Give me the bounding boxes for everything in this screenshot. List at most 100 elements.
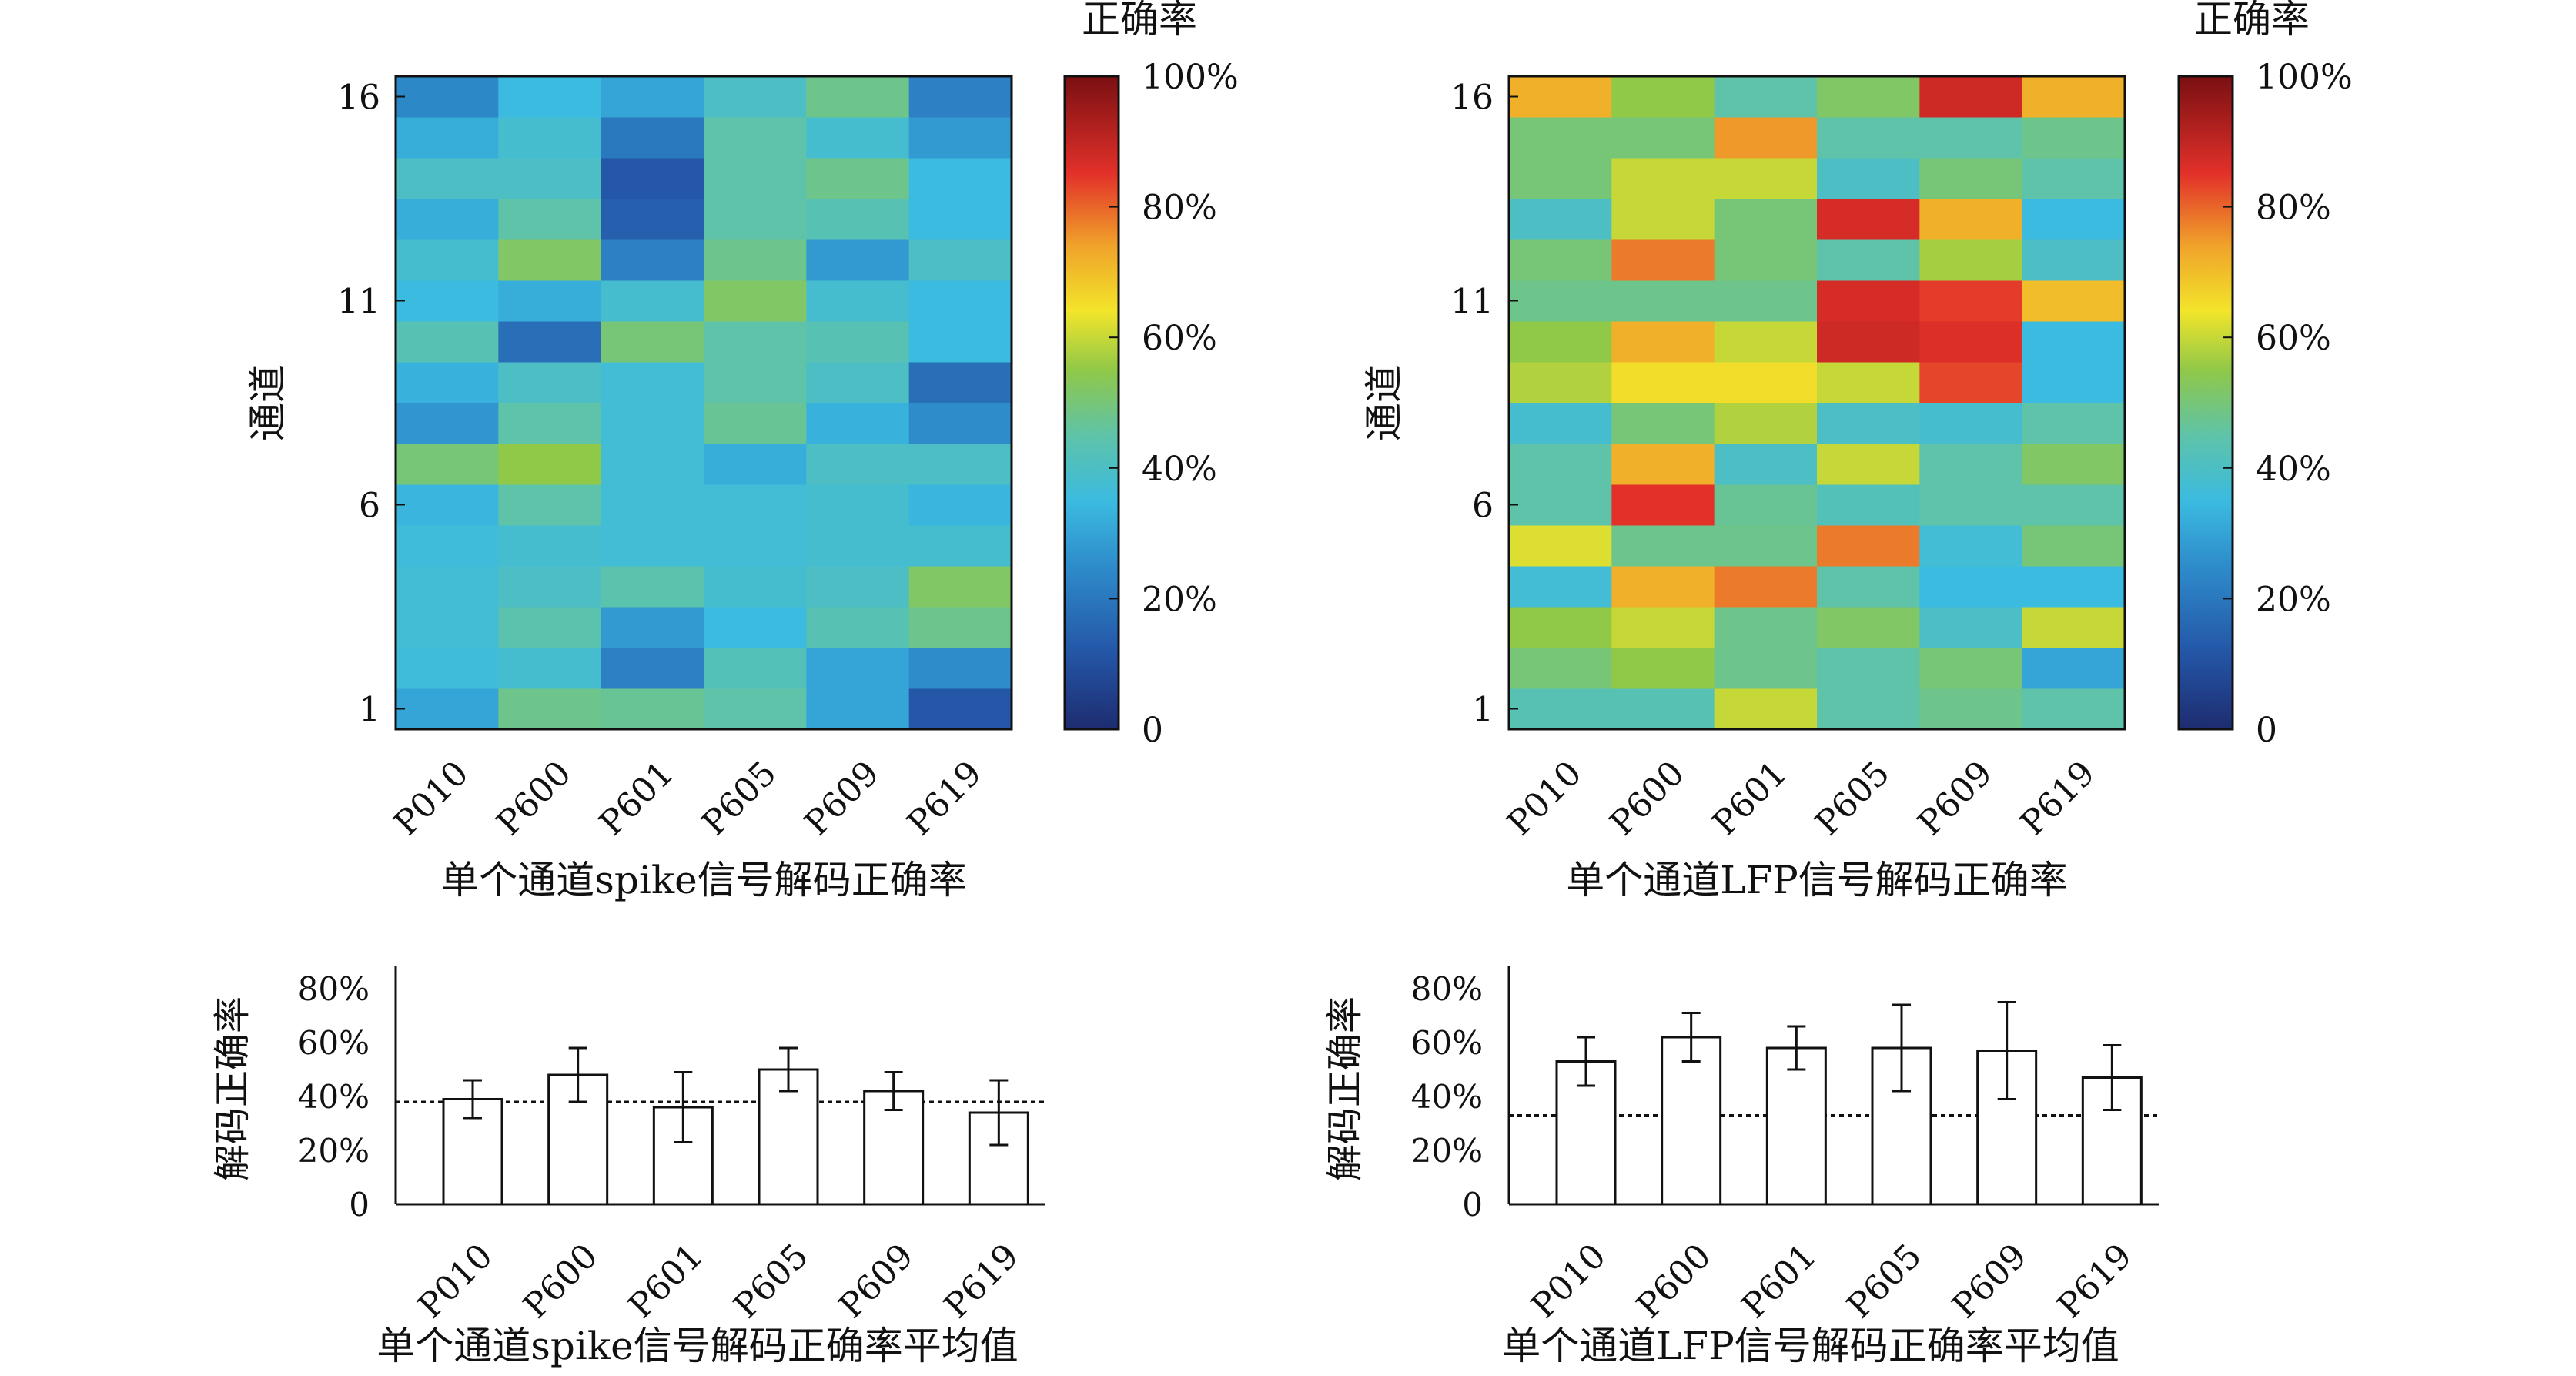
heatmap-cell xyxy=(1919,648,2023,689)
colorbar-title: 正确率 xyxy=(1082,0,1197,42)
y-tick-label: 6 xyxy=(359,487,380,526)
colorbar-tick-label: 40% xyxy=(2256,450,2331,489)
colorbar xyxy=(2177,75,2234,731)
heatmap-cell xyxy=(806,321,910,363)
heatmap-cell xyxy=(601,76,704,118)
heatmap-cell xyxy=(2022,239,2126,281)
heatmap-cell xyxy=(1817,199,1920,240)
y-axis-label: 通道 xyxy=(246,364,290,441)
heatmap-cell xyxy=(704,362,807,403)
x-tick-label: P609 xyxy=(1945,1237,2034,1326)
heatmap-cell xyxy=(498,76,602,118)
x-tick-label: P605 xyxy=(1839,1237,1929,1326)
heatmap-cell xyxy=(396,525,499,567)
x-tick-label: P605 xyxy=(1808,754,1897,843)
heatmap-cell xyxy=(806,484,910,526)
heatmap-cell xyxy=(704,484,807,526)
heatmap-cell xyxy=(1817,484,1920,526)
heatmap-cell xyxy=(1919,199,2023,240)
heatmap-cell xyxy=(601,403,704,444)
x-tick-label: P601 xyxy=(1735,1237,1824,1326)
heatmap-cell xyxy=(1919,158,2023,199)
heatmap-cell xyxy=(1817,362,1920,403)
colorbar-tick-label: 40% xyxy=(1142,450,1217,489)
heatmap-cell xyxy=(601,239,704,281)
heatmap-cell xyxy=(2022,280,2126,322)
heatmap-cell xyxy=(1714,117,1818,159)
heatmap-cell xyxy=(601,362,704,403)
x-axis-label: 单个通道LFP信号解码正确率平均值 xyxy=(1502,1324,2119,1368)
heatmap-cell xyxy=(601,484,704,526)
heatmap-cell xyxy=(1919,403,2023,444)
y-tick-label: 1 xyxy=(1472,691,1494,730)
y-tick-label: 1 xyxy=(359,691,380,730)
heatmap-cell xyxy=(908,566,1012,608)
heatmap-cell xyxy=(498,444,602,485)
x-axis-label: 单个通道LFP信号解码正确率 xyxy=(1566,858,2068,902)
heatmap-cell xyxy=(704,117,807,159)
heatmap-cell xyxy=(1714,484,1818,526)
heatmap-cell xyxy=(396,607,499,648)
heatmap-cell xyxy=(601,117,704,159)
heatmap-cell xyxy=(1611,76,1715,118)
heatmap-cell xyxy=(1714,525,1818,567)
heatmap-cell xyxy=(704,444,807,485)
y-tick-label: 60% xyxy=(1411,1024,1483,1062)
y-axis-label: 解码正确率 xyxy=(1323,996,1367,1181)
heatmap-cell xyxy=(1817,607,1920,648)
heatmap-cell xyxy=(396,688,499,730)
heatmap-cell xyxy=(601,158,704,199)
x-tick-label: P010 xyxy=(386,754,476,843)
heatmap-cell xyxy=(1611,484,1715,526)
heatmap-cell xyxy=(2022,525,2126,567)
heatmap-cell xyxy=(1509,403,1612,444)
y-tick-label: 80% xyxy=(1411,970,1483,1008)
heatmap-cell xyxy=(498,403,602,444)
heatmap-cell xyxy=(2022,76,2126,118)
x-tick-label: P609 xyxy=(797,754,886,843)
heatmap-cell xyxy=(1817,117,1920,159)
heatmap-cell xyxy=(498,321,602,363)
heatmap-cell xyxy=(498,566,602,608)
x-tick-label: P605 xyxy=(694,754,784,843)
heatmap-cell xyxy=(1714,566,1818,608)
heatmap-cell xyxy=(1611,117,1715,159)
heatmap-cell xyxy=(1817,321,1920,363)
heatmap-cell xyxy=(704,321,807,363)
heatmap-cell xyxy=(498,362,602,403)
heatmap-cell xyxy=(806,199,910,240)
bar-chart-lfp: 0 20% 40% 60% 80% P010 P600 P601 P605 P609 P619 解码正… xyxy=(1323,966,2159,1368)
heatmap-cell xyxy=(1817,566,1920,608)
heatmap-cell xyxy=(396,158,499,199)
heatmap-cell xyxy=(2022,566,2126,608)
heatmap-cell xyxy=(2022,648,2126,689)
heatmap-cell xyxy=(396,280,499,322)
heatmap-cell xyxy=(1509,199,1612,240)
heatmap-cell xyxy=(704,280,807,322)
heatmap-cell xyxy=(806,239,910,281)
heatmap-cell xyxy=(1611,648,1715,689)
heatmap-cell xyxy=(1611,280,1715,322)
heatmap-cell xyxy=(704,403,807,444)
heatmap-cell xyxy=(1509,76,1612,118)
y-tick-label: 0 xyxy=(349,1186,370,1224)
heatmap-cell xyxy=(1817,688,1920,730)
colorbar-tick-label: 100% xyxy=(1142,58,1239,97)
x-tick-label: P010 xyxy=(1500,754,1589,843)
heatmap-cell xyxy=(1611,607,1715,648)
heatmap-cell xyxy=(908,444,1012,485)
heatmap-cell xyxy=(396,117,499,159)
heatmap-cell xyxy=(498,117,602,159)
heatmap-cell xyxy=(806,566,910,608)
heatmap-cell xyxy=(2022,362,2126,403)
heatmap-cell xyxy=(1509,566,1612,608)
heatmap-cell xyxy=(1919,76,2023,118)
heatmap-cell xyxy=(1509,525,1612,567)
y-tick-label: 20% xyxy=(298,1132,370,1170)
x-tick-label: P600 xyxy=(516,1237,605,1326)
colorbar-tick-label: 80% xyxy=(2256,189,2331,228)
x-tick-label: P600 xyxy=(489,754,578,843)
heatmap-cell xyxy=(1714,239,1818,281)
heatmap-cell xyxy=(396,239,499,281)
